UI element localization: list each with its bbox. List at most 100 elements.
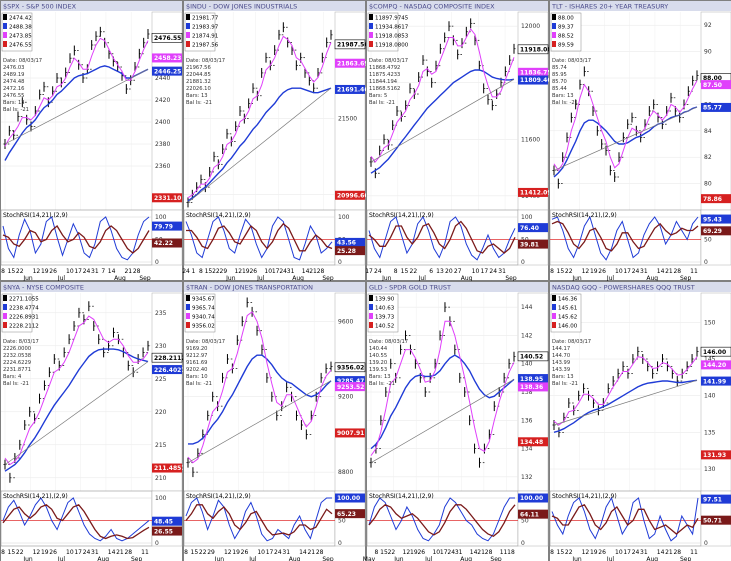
info-line: Date: 08/03/17 bbox=[3, 58, 42, 64]
rsi-panel bbox=[549, 209, 702, 266]
price-badge bbox=[152, 66, 182, 76]
x-tick-label: 10 bbox=[66, 268, 74, 275]
ohlc-value: 2488.38 bbox=[9, 25, 32, 31]
ohlc-value: 89.37 bbox=[558, 25, 574, 31]
rsi-d-line bbox=[2, 225, 150, 254]
price-tick-label: 2440 bbox=[155, 75, 170, 82]
x-tick-label: Sep bbox=[131, 556, 143, 561]
price-badge bbox=[700, 346, 731, 357]
ohlc-swatch bbox=[3, 32, 7, 38]
ohlc-value: 2476.55 bbox=[9, 43, 32, 49]
price-badge bbox=[151, 352, 183, 363]
ohlc-swatch bbox=[3, 304, 7, 310]
price-badge-label: 11836.75 bbox=[520, 70, 552, 77]
price-badge-label: 228.2112 bbox=[154, 355, 186, 362]
rsi-axis bbox=[151, 209, 183, 266]
price-axis bbox=[151, 11, 183, 211]
price-badge-label: 138.36 bbox=[520, 384, 543, 391]
info-line: Date: 8/03/17 bbox=[3, 339, 39, 345]
price-badge bbox=[335, 376, 365, 386]
ohlc-value: 2226.8931 bbox=[9, 315, 39, 321]
rsi-axis bbox=[334, 209, 366, 266]
info-line: 2476.55 bbox=[3, 93, 24, 99]
x-tick-label: 8 bbox=[550, 549, 554, 556]
x-tick-label: 22 bbox=[388, 549, 396, 556]
x-tick-label: 10 bbox=[257, 549, 265, 556]
x-tick-label: 22 bbox=[212, 268, 220, 275]
rsi-badge-label: 43.56 bbox=[337, 240, 356, 247]
ohlc-value: 146.00 bbox=[558, 324, 578, 330]
price-badge-label: 87.50 bbox=[703, 82, 722, 89]
ohlc-swatch bbox=[186, 14, 190, 20]
rsi-badge-label: 100.00 bbox=[520, 495, 543, 502]
ma-fast-line bbox=[553, 356, 698, 426]
x-tick-label: Sep bbox=[680, 275, 692, 282]
rsi-d-line bbox=[185, 504, 333, 536]
rsi-tick-label: 100 bbox=[155, 495, 167, 502]
rsi-badge bbox=[518, 223, 548, 233]
ohlc-swatch bbox=[552, 304, 556, 310]
chart-panel-5: $NYA - NYSE COMPOSITE2352302252202152102… bbox=[0, 281, 186, 561]
ohlc-swatch bbox=[3, 313, 7, 319]
rsi-badge bbox=[335, 509, 365, 519]
x-tick-label: 7 bbox=[101, 268, 105, 275]
x-tick-label: 8 bbox=[184, 549, 188, 556]
price-tick-label: 2400 bbox=[155, 119, 170, 126]
price-tick-label: 135 bbox=[704, 429, 716, 436]
x-tick-label: 12 bbox=[403, 549, 411, 556]
title-bar bbox=[184, 282, 365, 292]
rsi-badge bbox=[701, 515, 731, 525]
price-badge bbox=[152, 365, 182, 375]
price-badge bbox=[518, 75, 548, 85]
info-line: Bal Is: -21 bbox=[369, 381, 395, 387]
price-badge bbox=[701, 194, 731, 204]
price-tick-label: 145 bbox=[704, 356, 716, 363]
price-tick-label: 130 bbox=[704, 466, 716, 473]
ohlc-swatch bbox=[186, 41, 190, 47]
x-tick-label: Jun bbox=[22, 275, 33, 282]
ohlc-value: 21874.91 bbox=[192, 34, 218, 40]
x-tick-label: 24 bbox=[279, 268, 287, 275]
info-line: 9212.97 bbox=[186, 353, 207, 359]
ohlc-value: 11918.0800 bbox=[375, 43, 409, 49]
price-badge-label: 134.48 bbox=[520, 439, 543, 446]
price-tick-label: 90 bbox=[704, 49, 712, 56]
price-tick-label: 235 bbox=[155, 310, 167, 317]
price-badge-label: 140.52 bbox=[520, 354, 543, 361]
price-badge bbox=[701, 450, 731, 460]
info-line: Bal Is: -21 bbox=[552, 381, 578, 387]
rsi-d-line bbox=[551, 503, 699, 535]
x-tick-label: 26 bbox=[241, 549, 249, 556]
ohlc-value: 145.61 bbox=[558, 306, 577, 312]
info-line: 9161.69 bbox=[186, 360, 207, 366]
rsi-tick-label: 100 bbox=[338, 214, 350, 221]
ohlc-swatch bbox=[552, 14, 556, 20]
info-line: Bars: 13 bbox=[369, 374, 391, 380]
price-badge-label: 78.86 bbox=[703, 196, 722, 203]
x-tick-label: 14 bbox=[108, 268, 116, 275]
price-badge bbox=[517, 351, 549, 362]
price-badge-label: 9356.02 bbox=[337, 364, 364, 371]
ohlc-value: 11918.0853 bbox=[375, 34, 409, 40]
x-tick-label: Aug bbox=[114, 275, 126, 282]
rsi-badge bbox=[518, 493, 548, 503]
x-tick-label: 17 bbox=[74, 268, 82, 275]
rsi-badge-label: 79.79 bbox=[154, 223, 173, 230]
x-tick-label: 12 bbox=[224, 549, 232, 556]
ohlc-value: 21983.97 bbox=[192, 25, 219, 31]
x-tick-label: 8 bbox=[375, 549, 379, 556]
ohlc-swatch bbox=[3, 23, 7, 29]
rsi-badge-label: 76.40 bbox=[520, 225, 539, 232]
x-tick-label: 22 bbox=[410, 268, 418, 275]
ohlc-value: 139.90 bbox=[375, 297, 395, 303]
price-badge-label: 21863.69 bbox=[337, 60, 369, 67]
rsi-label: StochRSI(14,21),(2,9) bbox=[3, 493, 68, 500]
info-line: Date: 08/03/17 bbox=[552, 339, 591, 345]
price-tick-label: 2420 bbox=[155, 97, 170, 104]
x-tick-label: Aug bbox=[460, 556, 472, 561]
rsi-badge-label: 64.11 bbox=[520, 511, 539, 518]
x-tick-label: Jul bbox=[606, 275, 615, 282]
info-line: 2476.03 bbox=[3, 65, 24, 71]
price-badge bbox=[518, 374, 548, 384]
price-badge bbox=[518, 67, 548, 77]
